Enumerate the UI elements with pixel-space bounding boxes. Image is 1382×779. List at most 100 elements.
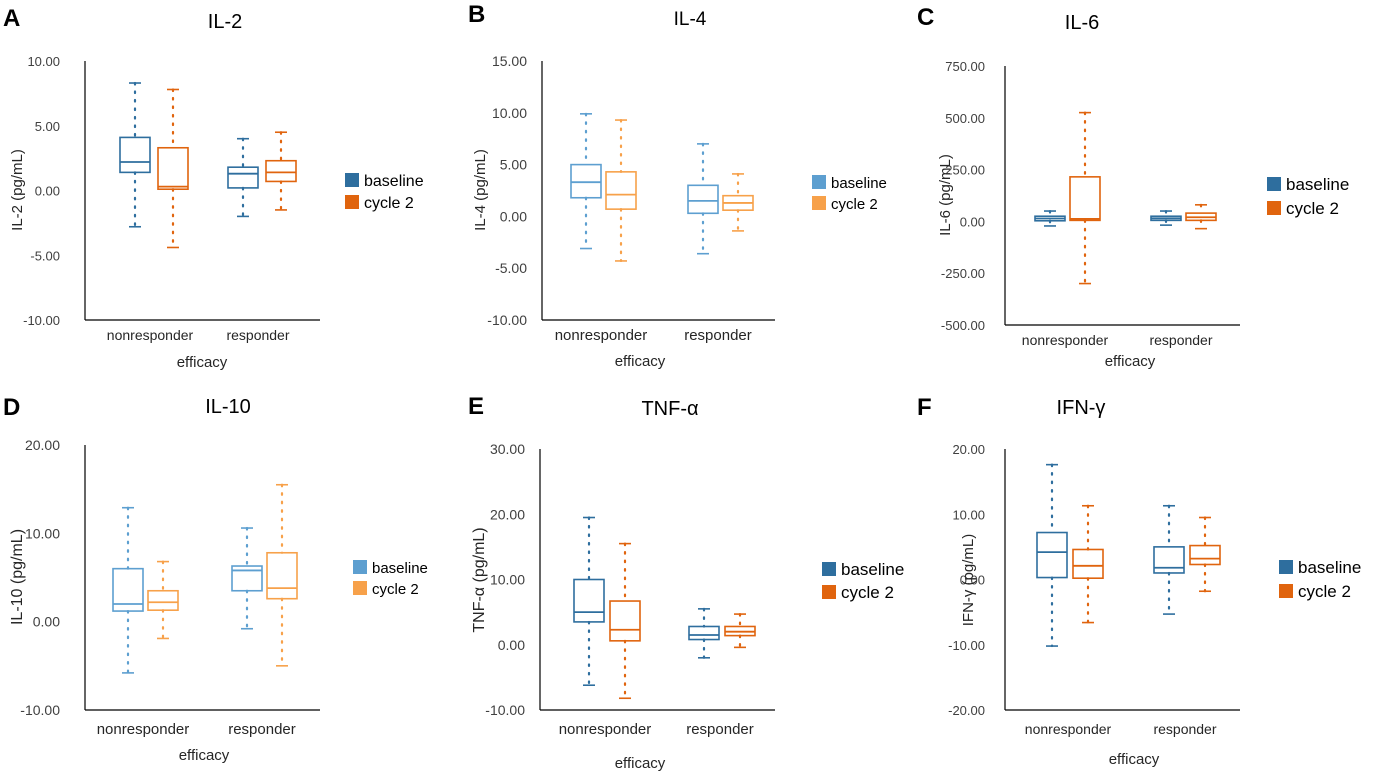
x-tick-label: responder <box>226 327 289 343</box>
x-tick-label: nonresponder <box>1022 332 1109 348</box>
iqr-box <box>609 600 641 642</box>
y-tick-label: -250.00 <box>941 266 985 281</box>
panel-b: B IL-4 15.00 10.00 5.00 0.00 -5.00 -10.00 IL-4 (… <box>468 1 887 370</box>
y-axis-label: IL-6 (pg/mL) <box>937 154 954 236</box>
box-baseline-nonresponder <box>112 506 144 675</box>
box-baseline-nonresponder <box>573 516 605 687</box>
panel-c: C IL-6 750.00 500.00 250.00 0.00 -250.00 -500.0… <box>917 4 1349 370</box>
legend-label: cycle 2 <box>841 583 894 602</box>
y-tick-label: 0.00 <box>33 614 60 630</box>
box-baseline-nonresponder <box>1034 209 1066 228</box>
x-tick-label: responder <box>1149 332 1212 348</box>
legend-swatch <box>345 195 359 209</box>
legend-swatch <box>822 562 836 576</box>
legend-swatch <box>1279 560 1293 574</box>
legend-label: cycle 2 <box>1286 199 1339 218</box>
legend-label: baseline <box>831 175 887 192</box>
panel-letter: B <box>468 1 485 28</box>
panel-e: E TNF-α 30.00 20.00 10.00 0.00 -10.00 TNF-α (pg… <box>468 393 904 772</box>
legend-swatch <box>812 175 826 189</box>
legend-label: baseline <box>1298 558 1361 577</box>
iqr-box <box>157 146 189 191</box>
legend: baseline cycle 2 <box>1279 558 1361 601</box>
box-cycle-2-nonresponder <box>1069 111 1101 285</box>
iqr-box <box>147 589 179 611</box>
iqr-box <box>1072 548 1104 579</box>
box-cycle-2-nonresponder <box>605 118 637 263</box>
legend-label: baseline <box>364 173 424 190</box>
legend: baseline cycle 2 <box>345 173 424 212</box>
y-tick-label: 30.00 <box>490 441 525 457</box>
y-tick-label: 0.00 <box>500 208 527 224</box>
box-baseline-responder <box>1150 209 1182 227</box>
y-tick-label: -10.00 <box>23 313 60 328</box>
box-cycle-2-nonresponder <box>157 88 189 249</box>
y-tick-label: 10.00 <box>492 105 527 121</box>
box-cycle-2-nonresponder <box>1072 504 1104 624</box>
chart-title: IL-2 <box>208 11 242 33</box>
iqr-box <box>1036 531 1068 579</box>
y-tick-label: 750.00 <box>945 59 985 74</box>
y-tick-label: 500.00 <box>945 111 985 126</box>
box-baseline-responder <box>1153 504 1185 616</box>
panel-letter: F <box>917 394 932 421</box>
x-axis-label: efficacy <box>179 747 230 764</box>
panel-a: A IL-2 10.00 5.00 0.00 -5.00 -10.00 IL-2 (pg/mL… <box>3 5 424 371</box>
chart-title: TNF-α <box>641 398 698 420</box>
y-tick-label: -10.00 <box>20 702 60 718</box>
y-axis-label: IL-10 (pg/mL) <box>9 529 26 625</box>
box-baseline-nonresponder <box>119 81 151 228</box>
legend-label: cycle 2 <box>831 196 878 213</box>
legend-swatch <box>822 585 836 599</box>
y-axis-label: IL-4 (pg/mL) <box>472 149 489 231</box>
box-baseline-responder <box>688 607 720 659</box>
panel-d: D IL-10 20.00 10.00 0.00 -10.00 IL-10 (pg/mL) n… <box>3 394 428 764</box>
x-axis-label: efficacy <box>1105 353 1156 370</box>
box-cycle-2-nonresponder <box>147 560 179 640</box>
x-tick-label: nonresponder <box>555 327 648 344</box>
iqr-box <box>231 565 263 592</box>
legend-swatch <box>345 173 359 187</box>
panel-letter: D <box>3 394 20 421</box>
legend-swatch <box>1279 584 1293 598</box>
iqr-box <box>119 136 151 174</box>
y-tick-label: -5.00 <box>30 248 60 263</box>
x-axis-label: efficacy <box>1109 751 1160 768</box>
y-tick-label: 0.00 <box>960 214 985 229</box>
panel-letter: C <box>917 4 934 31</box>
y-tick-label: 10.00 <box>25 525 60 541</box>
y-axis-label: IFN-γ (pg/mL) <box>960 534 977 627</box>
y-axis-label: TNF-α (pg/mL) <box>471 527 488 632</box>
iqr-box <box>266 551 298 600</box>
iqr-box <box>573 578 605 623</box>
y-tick-label: 0.00 <box>960 573 985 588</box>
legend-label: baseline <box>1286 175 1349 194</box>
y-tick-label: 10.00 <box>952 507 985 522</box>
y-tick-label: -20.00 <box>948 703 985 718</box>
legend: baseline cycle 2 <box>822 560 904 602</box>
legend-label: cycle 2 <box>372 581 419 598</box>
box-baseline-responder <box>227 137 259 218</box>
y-tick-label: -5.00 <box>495 260 527 276</box>
chart-title: IFN-γ <box>1057 397 1106 419</box>
y-tick-label: -10.00 <box>485 702 525 718</box>
iqr-box <box>687 184 719 215</box>
x-tick-label: nonresponder <box>1025 721 1112 737</box>
box-cycle-2-responder <box>724 612 756 649</box>
x-tick-label: responder <box>228 721 296 738</box>
y-tick-label: 20.00 <box>490 506 525 522</box>
legend-swatch <box>812 196 826 210</box>
legend: baseline cycle 2 <box>812 175 887 213</box>
y-tick-label: 20.00 <box>952 442 985 457</box>
x-axis-label: efficacy <box>177 354 228 371</box>
x-tick-label: nonresponder <box>97 721 190 738</box>
legend-label: cycle 2 <box>1298 582 1351 601</box>
box-cycle-2-responder <box>266 483 298 667</box>
y-tick-label: 10.00 <box>27 54 60 69</box>
y-tick-label: 0.00 <box>35 184 60 199</box>
iqr-box <box>688 625 720 641</box>
x-tick-label: nonresponder <box>559 721 652 738</box>
box-cycle-2-responder <box>1185 203 1217 230</box>
x-axis-label: efficacy <box>615 353 666 370</box>
